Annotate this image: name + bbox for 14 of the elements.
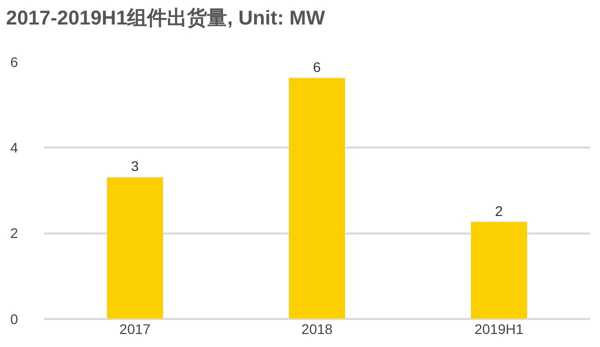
bar bbox=[470, 222, 528, 319]
data-label: 2 bbox=[495, 202, 503, 219]
data-label: 3 bbox=[131, 158, 139, 174]
y-tick-label: 6 bbox=[10, 54, 18, 70]
y-tick-label: 2 bbox=[10, 225, 18, 242]
x-tick-label: 2019H1 bbox=[474, 321, 524, 337]
x-tick-label: 2018 bbox=[301, 321, 333, 337]
bar bbox=[106, 176, 164, 319]
y-tick-label: 4 bbox=[10, 140, 18, 156]
data-label: 6 bbox=[313, 58, 321, 75]
bar bbox=[288, 78, 346, 319]
chart-title: 2017-2019H1组件出货量, Unit: MW bbox=[6, 7, 326, 30]
x-tick-label: 2017 bbox=[119, 321, 151, 337]
y-tick-label: 0 bbox=[10, 310, 18, 327]
